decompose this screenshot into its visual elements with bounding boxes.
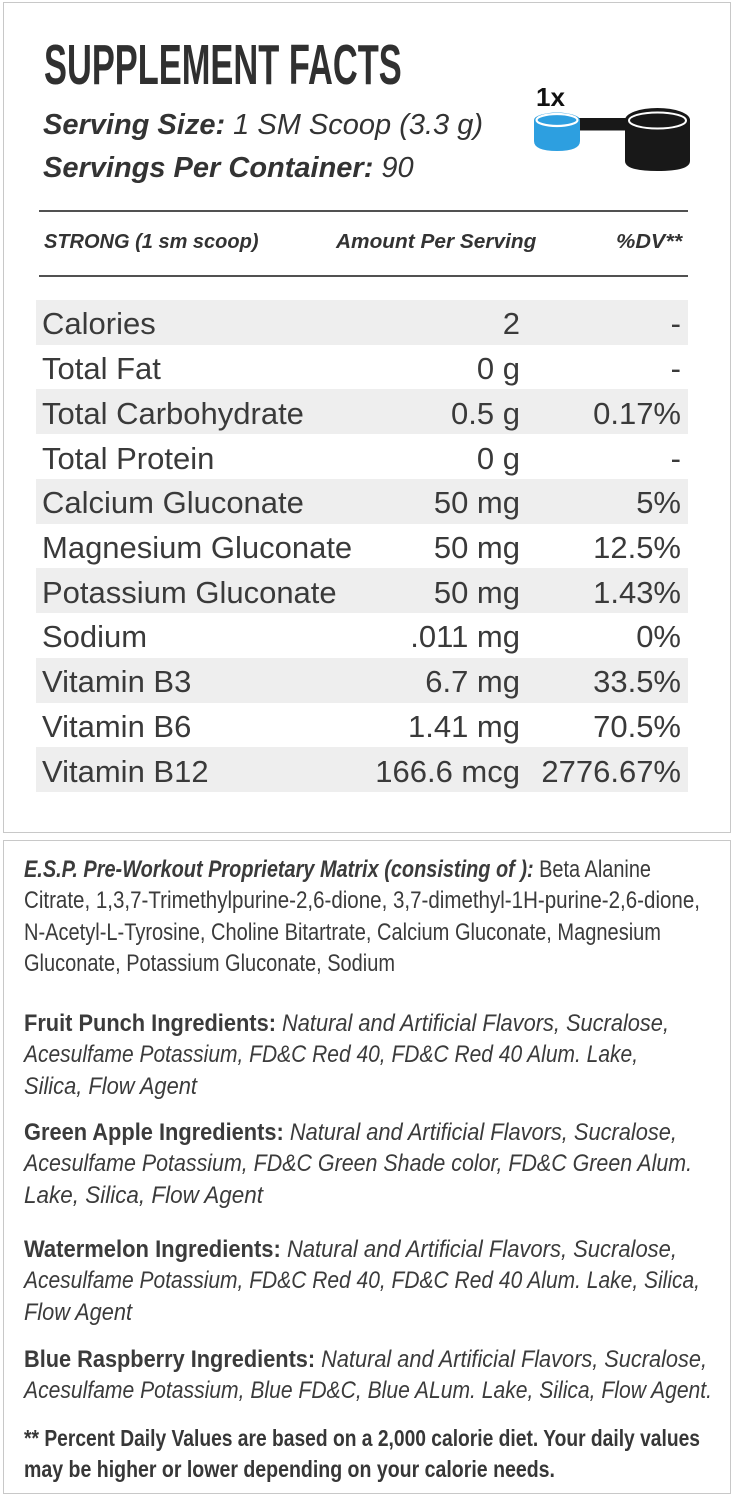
svg-text:1x: 1x [536, 85, 565, 112]
